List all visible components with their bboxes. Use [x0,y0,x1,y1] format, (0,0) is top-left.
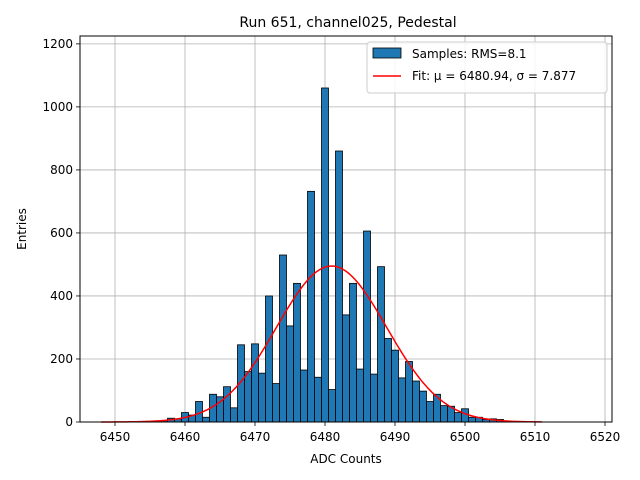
histogram-bar [363,230,371,423]
histogram-bar [307,190,315,423]
y-tick-label: 400 [50,289,73,303]
histogram-bar [272,383,280,423]
histogram-bar [265,295,273,423]
x-tick-label: 6520 [590,430,621,444]
histogram-bar [384,338,392,423]
y-tick-label: 1000 [42,100,73,114]
x-axis-label: ADC Counts [310,452,382,466]
x-tick-label: 6470 [240,430,271,444]
histogram-bar [391,349,399,423]
y-tick-label: 800 [50,163,73,177]
legend-bar-label: Samples: RMS=8.1 [412,47,527,61]
histogram-bar [405,361,413,423]
legend-fit-label: Fit: μ = 6480.94, σ = 7.877 [412,69,576,83]
chart-title: Run 651, channel025, Pedestal [239,15,456,31]
histogram-bar [202,416,210,423]
y-tick-label: 1200 [42,37,73,51]
histogram-bar [440,405,448,423]
legend: Samples: RMS=8.1 Fit: μ = 6480.94, σ = 7… [366,41,608,94]
legend-bar-swatch [372,47,402,59]
histogram-bar [286,325,294,423]
y-tick-label: 600 [50,226,73,240]
fit-curve [100,265,543,423]
histogram-bar [279,254,287,423]
x-tick-label: 6500 [450,430,481,444]
legend-box [366,41,608,94]
histogram-bar [244,371,252,423]
histogram-bar [398,377,406,423]
histogram-bar [223,386,231,423]
histogram-bar [454,412,462,423]
y-axis-label: Entries [15,208,29,250]
y-axis-ticks: 0 200 400 600 800 1000 1200 [42,37,80,429]
histogram-bar [349,282,357,423]
histogram-bar [468,416,476,423]
histogram-bar [419,390,427,423]
plot-frame [79,35,613,423]
y-tick-label: 0 [65,415,73,429]
histogram-bar [321,87,329,423]
x-tick-label: 6510 [520,430,551,444]
histogram-bar [412,380,420,423]
y-tick-label: 200 [50,352,73,366]
histogram-bar [314,376,322,423]
histogram-bar [300,369,308,423]
histogram-bar [328,389,336,423]
x-tick-label: 6450 [100,430,131,444]
x-tick-label: 6460 [170,430,201,444]
histogram-bar [293,282,301,423]
histogram-bar [370,373,378,423]
x-tick-label: 6490 [380,430,411,444]
histogram-bar [342,314,350,423]
x-tick-label: 6480 [310,430,341,444]
histogram-bar [461,408,469,423]
histogram-bar [230,407,238,423]
histogram-bar [356,368,364,423]
histogram-bar [335,150,343,423]
histogram-bar [377,266,385,423]
x-axis-ticks: 6450 6460 6470 6480 6490 6500 6510 6520 [100,422,621,444]
histogram-bar [258,372,266,423]
histogram-bar [426,401,434,423]
histogram-bar [251,343,259,423]
